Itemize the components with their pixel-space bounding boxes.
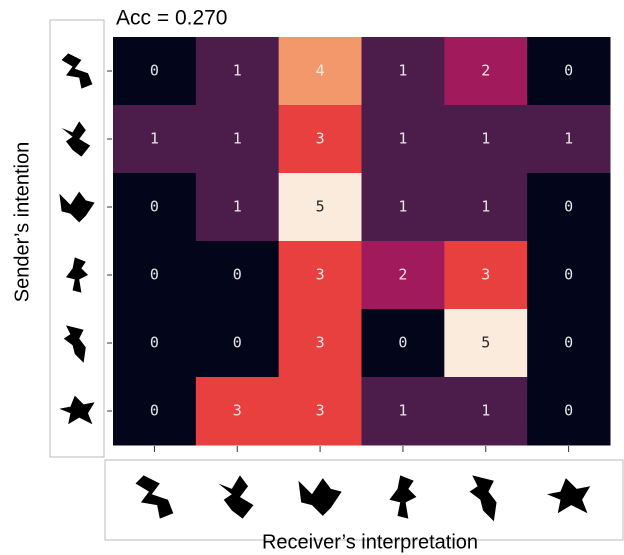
tangram-icon [546, 478, 591, 514]
tangram-icon [61, 53, 93, 89]
cell-label: 1 [481, 198, 490, 216]
y-axis-label: Sender’s intention [11, 142, 33, 303]
cell-label: 3 [481, 266, 490, 284]
cell-label: 1 [398, 62, 407, 80]
heatmap-cell [361, 241, 445, 310]
heatmap-cell [361, 173, 445, 242]
tangram-icon [389, 475, 417, 519]
cell-label: 0 [233, 334, 242, 352]
heatmap-cell [527, 241, 611, 310]
heatmap-cell [527, 309, 611, 378]
cell-label: 2 [481, 62, 490, 80]
cell-label: 1 [398, 402, 407, 420]
heatmap-cell [278, 377, 362, 446]
cell-label: 5 [316, 198, 325, 216]
heatmap-cell [113, 173, 197, 242]
cell-label: 0 [150, 402, 159, 420]
heatmap-cell [361, 37, 445, 106]
tangram-icon [469, 475, 497, 522]
heatmap-cell [113, 37, 197, 106]
tangram-icon [135, 475, 174, 519]
heatmap-cell [278, 37, 362, 106]
heatmap-cell [527, 37, 611, 106]
heatmap-cell [527, 105, 611, 174]
cell-label: 2 [398, 266, 407, 284]
heatmap-cell [278, 105, 362, 174]
tangram-icon [59, 191, 95, 223]
tangram-icon [61, 121, 91, 157]
cell-label: 0 [564, 402, 573, 420]
heatmap-cell [444, 309, 528, 378]
cell-label: 4 [316, 62, 325, 80]
heatmap-cell [444, 37, 528, 106]
heatmap-cell [361, 309, 445, 378]
chart-title: Acc = 0.270 [116, 7, 228, 30]
cell-label: 0 [150, 62, 159, 80]
cell-label: 3 [316, 334, 325, 352]
cell-label: 1 [481, 130, 490, 148]
cell-label: 3 [316, 266, 325, 284]
cell-label: 1 [150, 130, 159, 148]
heatmap-cell [527, 377, 611, 446]
cell-label: 1 [233, 198, 242, 216]
cell-label: 0 [564, 62, 573, 80]
heatmap-cell [195, 173, 280, 242]
heatmap-cell [444, 105, 528, 174]
heatmap-cell [195, 105, 280, 174]
cell-label: 3 [233, 402, 242, 420]
cell-label: 0 [564, 198, 573, 216]
cell-label: 1 [233, 130, 242, 148]
heatmap-cell [278, 309, 362, 378]
tangram-icon [59, 395, 95, 425]
heatmap-cell [113, 241, 197, 310]
cell-label: 3 [316, 130, 325, 148]
cell-label: 1 [481, 402, 490, 420]
cell-label: 0 [398, 334, 407, 352]
heatmap-cell [278, 241, 362, 310]
heatmap-cell [444, 241, 528, 310]
cell-label: 0 [564, 266, 573, 284]
heatmap-cell [195, 241, 280, 310]
cell-label: 5 [481, 334, 490, 352]
tangram-icon [218, 475, 254, 519]
y-icon-frame [49, 19, 105, 458]
cell-label: 1 [398, 130, 407, 148]
tangram-icon [298, 478, 342, 516]
tangram-icon [66, 257, 88, 293]
heatmap-cell [195, 309, 280, 378]
cell-label: 1 [398, 198, 407, 216]
cell-label: 0 [150, 198, 159, 216]
cell-label: 0 [150, 266, 159, 284]
heatmap-cell [195, 377, 280, 446]
heatmap-cell [113, 309, 197, 378]
cell-label: 0 [233, 266, 242, 284]
cell-label: 1 [233, 62, 242, 80]
cell-label: 0 [564, 334, 573, 352]
tangram-icon [63, 325, 86, 363]
heatmap-cell [361, 105, 445, 174]
heatmap-cell [444, 173, 528, 242]
heatmap-cell [361, 377, 445, 446]
cell-label: 1 [564, 130, 573, 148]
x-axis-label: Receiver’s interpretation [262, 531, 478, 553]
cell-label: 0 [150, 334, 159, 352]
heatmap-cell [113, 105, 197, 174]
heatmap-cell [113, 377, 197, 446]
heatmap-cell [278, 173, 362, 242]
heatmap-cell [444, 377, 528, 446]
cell-label: 3 [316, 402, 325, 420]
heatmap-cell [195, 37, 280, 106]
heatmap-cell [527, 173, 611, 242]
x-icon-frame [104, 459, 624, 541]
